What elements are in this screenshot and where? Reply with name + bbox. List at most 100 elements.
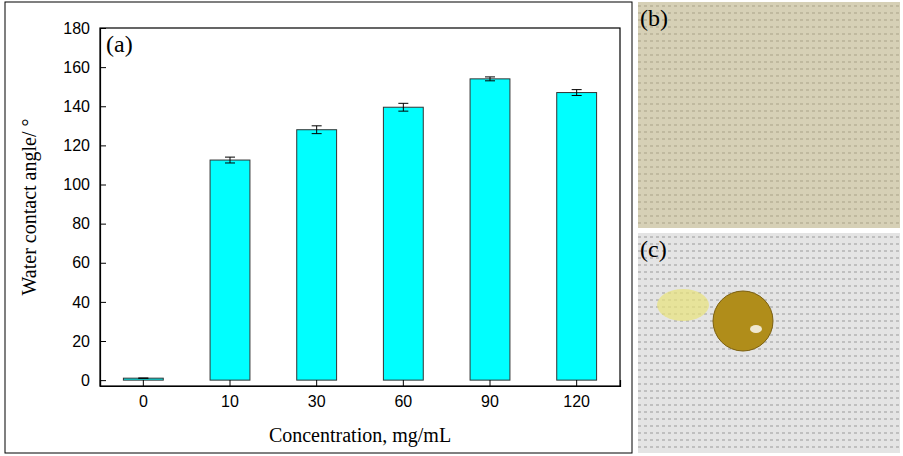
fabric-weave bbox=[638, 363, 900, 364]
y-tick-label: 100 bbox=[63, 176, 90, 193]
fabric-weave bbox=[638, 258, 900, 259]
wet-spot bbox=[657, 289, 709, 321]
fabric-weave bbox=[638, 202, 900, 203]
fabric-weave bbox=[638, 286, 900, 287]
fabric-weave bbox=[638, 195, 900, 196]
error-stem bbox=[576, 90, 577, 96]
bar bbox=[210, 160, 250, 380]
y-tick-label: 80 bbox=[72, 215, 90, 232]
y-tick-label: 180 bbox=[63, 20, 90, 37]
fabric-weave bbox=[638, 391, 900, 392]
error-cap bbox=[225, 162, 235, 163]
y-tick-label: 140 bbox=[63, 98, 90, 115]
fabric-weave bbox=[638, 48, 900, 49]
error-bar bbox=[572, 90, 582, 96]
fabric-weave bbox=[638, 153, 900, 154]
x-tick-label: 60 bbox=[394, 393, 412, 410]
fabric bbox=[638, 233, 900, 453]
x-tick: 120 bbox=[563, 380, 590, 410]
y-tick-mark bbox=[100, 145, 106, 146]
droplet-highlight bbox=[750, 325, 762, 333]
error-cap bbox=[572, 89, 582, 90]
y-tick-mark bbox=[100, 106, 106, 107]
bar bbox=[557, 93, 597, 381]
fabric-weave bbox=[638, 342, 900, 343]
x-tick-label: 10 bbox=[221, 393, 239, 410]
x-tick-mark bbox=[230, 380, 231, 386]
fabric-weave bbox=[638, 181, 900, 182]
panel-frame bbox=[5, 2, 632, 453]
fabric-weave bbox=[638, 118, 900, 119]
y-tick: 80 bbox=[72, 215, 106, 232]
x-tick: 60 bbox=[394, 380, 412, 410]
bar bbox=[297, 130, 337, 380]
x-tick-mark bbox=[143, 380, 144, 386]
fabric-weave bbox=[638, 41, 900, 42]
fabric-weave bbox=[638, 370, 900, 371]
photo: (b) bbox=[638, 2, 900, 228]
fabric-weave bbox=[638, 76, 900, 77]
error-stem bbox=[403, 103, 404, 111]
y-tick-label: 20 bbox=[72, 333, 90, 350]
y-tick-mark bbox=[100, 224, 106, 225]
fabric-weave bbox=[638, 384, 900, 385]
fabric-weave bbox=[638, 426, 900, 427]
y-tick-label: 120 bbox=[63, 137, 90, 154]
bar bbox=[123, 378, 163, 380]
fabric-weave bbox=[638, 174, 900, 175]
fabric-weave bbox=[638, 6, 900, 7]
fabric-weave bbox=[638, 349, 900, 350]
fabric-weave bbox=[638, 433, 900, 434]
y-tick-mark bbox=[100, 185, 106, 186]
fabric-weave bbox=[638, 244, 900, 245]
error-bar bbox=[225, 157, 235, 163]
fabric-weave bbox=[638, 104, 900, 105]
fabric-weave bbox=[638, 419, 900, 420]
fabric-weave bbox=[638, 237, 900, 238]
error-cap bbox=[485, 80, 495, 81]
error-bar bbox=[138, 378, 148, 379]
photo-label: (c) bbox=[640, 236, 667, 262]
photo: (c) bbox=[638, 233, 900, 453]
fabric-weave bbox=[638, 377, 900, 378]
fabric-weave bbox=[638, 146, 900, 147]
x-tick-mark bbox=[316, 380, 317, 386]
fabric-weave bbox=[638, 223, 900, 224]
y-axis-line bbox=[101, 29, 107, 387]
y-tick-mark bbox=[100, 341, 106, 342]
x-tick-label: 0 bbox=[139, 393, 148, 410]
error-stem bbox=[490, 77, 491, 81]
fabric-weave bbox=[638, 132, 900, 133]
photo-image bbox=[638, 2, 900, 228]
fabric-weave bbox=[638, 251, 900, 252]
error-bar bbox=[485, 77, 495, 81]
y-tick: 120 bbox=[63, 137, 106, 154]
fabric-weave bbox=[638, 279, 900, 280]
x-tick: 90 bbox=[481, 380, 499, 410]
fabric-weave bbox=[638, 69, 900, 70]
x-tick-mark bbox=[490, 380, 491, 386]
y-tick: 160 bbox=[63, 59, 106, 76]
fabric-weave bbox=[638, 167, 900, 168]
fabric-weave bbox=[638, 405, 900, 406]
fabric-weave bbox=[638, 216, 900, 217]
fabric-weave bbox=[638, 160, 900, 161]
photo-label: (b) bbox=[640, 5, 668, 31]
fabric-weave bbox=[638, 412, 900, 413]
x-tick-mark bbox=[403, 380, 404, 386]
figure: 020406080100120140160180010306090120Conc… bbox=[0, 0, 903, 456]
x-tick-label: 30 bbox=[308, 393, 326, 410]
fabric-weave bbox=[638, 356, 900, 357]
x-axis: 0 10 30 60 90 120 bbox=[101, 380, 621, 410]
fabric-weave bbox=[638, 20, 900, 21]
droplet bbox=[713, 291, 773, 351]
error-stem bbox=[316, 126, 317, 134]
y-tick-label: 40 bbox=[72, 293, 90, 310]
fabric-weave bbox=[638, 272, 900, 273]
x-tick: 0 bbox=[139, 380, 148, 410]
x-tick-label: 120 bbox=[563, 393, 590, 410]
error-cap bbox=[138, 378, 148, 379]
bar bbox=[383, 107, 423, 380]
error-cap bbox=[225, 157, 235, 158]
y-tick-mark bbox=[100, 28, 106, 29]
